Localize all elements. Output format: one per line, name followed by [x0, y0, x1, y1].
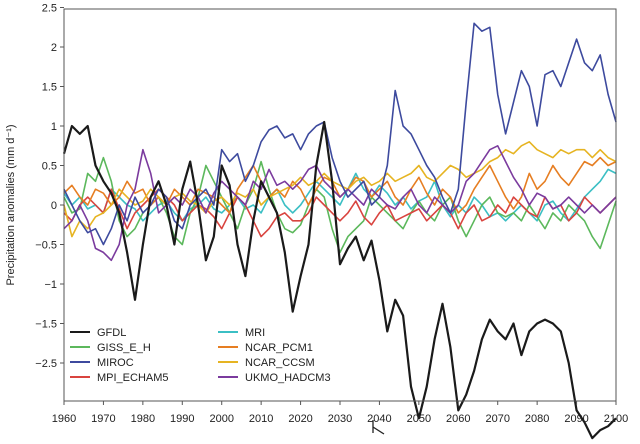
y-tick-label: −0.5	[35, 240, 57, 252]
x-tick-label: 2100	[604, 413, 628, 425]
x-tick-label: 1960	[52, 413, 76, 425]
y-tick-label: 0	[51, 200, 57, 212]
legend-label: MPI_ECHAM5	[97, 372, 169, 384]
x-tick-label: 1970	[91, 413, 115, 425]
y-tick-label: 2	[51, 42, 57, 54]
series-layer	[62, 22, 617, 440]
mouse-cursor-icon	[372, 420, 385, 435]
legend-item-ukmo-hadcm3: UKMO_HADCM3	[218, 372, 331, 384]
legend-label: GISS_E_H	[97, 342, 151, 354]
y-tick-label: −1.5	[35, 319, 57, 331]
x-tick-label: 2030	[328, 413, 352, 425]
x-tick-label: 1980	[131, 413, 155, 425]
x-tick-label: 2050	[407, 413, 431, 425]
y-tick-label: 2.5	[42, 3, 57, 15]
legend-label: GFDL	[97, 327, 126, 339]
legend-label: UKMO_HADCM3	[245, 372, 331, 384]
x-tick-label: 1990	[170, 413, 194, 425]
series-line-gfdl	[62, 120, 617, 440]
legend-label: MIROC	[97, 357, 134, 369]
x-tick-label: 2060	[446, 413, 470, 425]
legend-item-gfdl: GFDL	[70, 327, 126, 339]
y-tick-label: 0.5	[42, 161, 57, 173]
y-axis-title: Precipitation anomalies (mm d⁻¹)	[5, 124, 17, 285]
x-tick-label: 2000	[209, 413, 233, 425]
legend-item-giss-e-h: GISS_E_H	[70, 342, 151, 354]
legend-label: NCAR_PCM1	[245, 342, 313, 354]
series-line-ukmo-hadcm3	[63, 145, 617, 262]
y-tick-label: −1	[44, 279, 57, 291]
x-axis: 1960 1970 1980 1990 2000 2010 2020 2030 2040 2050…	[52, 401, 628, 425]
legend-item-ncar-ccsm: NCAR_CCSM	[218, 357, 315, 369]
series-line-miroc	[63, 22, 617, 246]
x-tick-label: 2020	[288, 413, 312, 425]
legend-item-mpi-echam5: MPI_ECHAM5	[70, 372, 169, 384]
y-tick-label: −2.5	[35, 358, 57, 370]
legend-item-ncar-pcm1: NCAR_PCM1	[218, 342, 313, 354]
y-tick-label: 1	[51, 121, 57, 133]
legend-label: NCAR_CCSM	[245, 357, 315, 369]
x-tick-label: 2070	[485, 413, 509, 425]
x-tick-label: 2090	[564, 413, 588, 425]
legend-item-miroc: MIROC	[70, 357, 134, 369]
series-line-mpi-echam5	[63, 188, 617, 238]
y-axis: 2.5 2 1.5 1 0.5 0 −0.5 −1 −1.5 −2.5	[35, 3, 64, 370]
x-tick-label: 2080	[525, 413, 549, 425]
y-tick-label: 1.5	[42, 82, 57, 94]
legend-item-mri: MRI	[218, 327, 265, 339]
x-tick-label: 2010	[249, 413, 273, 425]
legend-label: MRI	[245, 327, 265, 339]
legend: GFDL GISS_E_H MIROC MPI_ECHAM5 MRI NCAR_PCM1 N…	[70, 327, 331, 384]
